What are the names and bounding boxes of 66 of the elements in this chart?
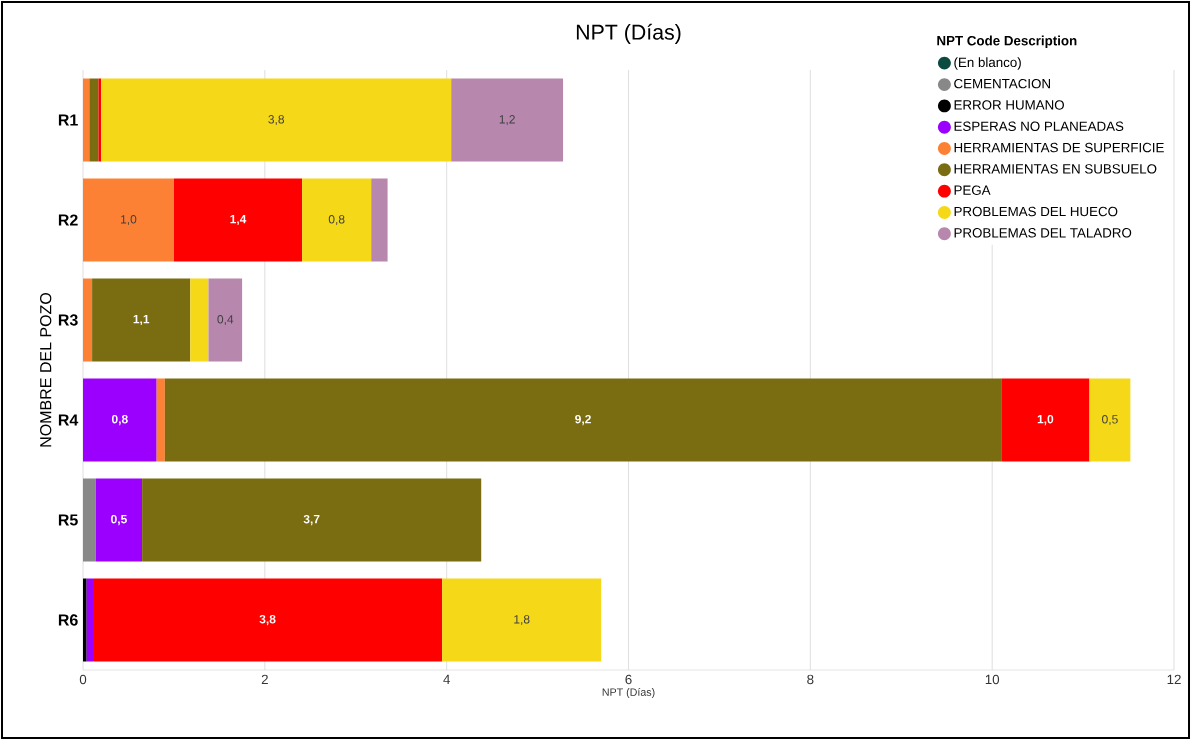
data-label: 1,1 — [133, 314, 150, 326]
bar — [83, 578, 87, 662]
legend-label: ESPERAS NO PLANEADAS — [954, 121, 1124, 131]
data-label: 3,8 — [268, 115, 285, 125]
x-axis-title: NPT (Días) — [602, 687, 655, 699]
legend-label: CEMENTACION — [954, 78, 1050, 89]
bar — [83, 478, 96, 562]
bar — [173, 178, 303, 262]
bar — [83, 278, 93, 362]
legend-label: ERROR HUMANO — [954, 100, 1064, 110]
x-tick-label: 10 — [985, 674, 1000, 685]
y-tick-label: R2 — [58, 214, 78, 226]
y-tick-label: R3 — [58, 314, 78, 326]
x-tick-label: 0 — [79, 674, 87, 685]
y-axis-title: NOMBRE DEL POZO — [40, 293, 52, 447]
legend-label: HERRAMIENTAS DE SUPERFICIE — [954, 142, 1164, 153]
data-label: 0,5 — [111, 514, 127, 526]
bar — [164, 378, 1002, 462]
x-tick-label: 4 — [443, 674, 450, 684]
data-label: 0,5 — [1102, 415, 1118, 425]
bar — [1001, 378, 1090, 462]
data-label: 1,2 — [499, 115, 515, 125]
bar — [95, 478, 143, 562]
legend-label: (En blanco) — [954, 57, 1021, 70]
legend-label: PEGA — [954, 185, 991, 195]
bar — [83, 178, 174, 262]
chart-title: NPT (Días) — [576, 23, 681, 44]
data-label: 0,8 — [328, 215, 345, 225]
y-tick-label: R6 — [58, 614, 78, 626]
bar — [83, 378, 157, 462]
data-label: 3,7 — [303, 514, 320, 526]
bar — [442, 578, 602, 662]
legend-title: NPT Code Description — [937, 35, 1077, 49]
bar — [371, 178, 388, 262]
data-label: 1,0 — [1037, 414, 1054, 426]
legend-label: PROBLEMAS DEL TALADRO — [954, 228, 1132, 238]
bar — [302, 178, 372, 262]
x-tick-label: 8 — [807, 674, 814, 685]
legend-label: PROBLEMAS DEL HUECO — [954, 206, 1118, 217]
bar — [451, 78, 564, 162]
data-label: 3,8 — [259, 614, 276, 626]
legend-label: HERRAMIENTAS EN SUBSUELO — [954, 164, 1157, 174]
bar — [208, 278, 243, 362]
bar — [156, 378, 165, 462]
x-tick-label: 2 — [261, 674, 268, 685]
x-tick-label: 12 — [1167, 674, 1181, 685]
bar — [93, 578, 443, 662]
bar — [86, 578, 94, 662]
data-label: 1,4 — [230, 214, 247, 226]
bar — [142, 478, 482, 562]
x-tick-label: 6 — [625, 674, 632, 685]
y-tick-label: R1 — [58, 114, 78, 126]
bar — [101, 78, 452, 162]
bar — [190, 278, 209, 362]
bar — [83, 78, 90, 162]
data-label: 1,8 — [514, 615, 530, 625]
bar — [98, 78, 102, 162]
data-label: 0,4 — [217, 315, 234, 325]
data-label: 1,0 — [121, 215, 137, 225]
y-tick-label: R4 — [58, 414, 79, 426]
bar — [89, 78, 99, 162]
bar — [1089, 378, 1131, 462]
bar — [92, 278, 191, 362]
data-label: 0,8 — [111, 414, 128, 426]
data-label: 9,2 — [575, 414, 591, 426]
y-tick-label: R5 — [58, 514, 78, 526]
